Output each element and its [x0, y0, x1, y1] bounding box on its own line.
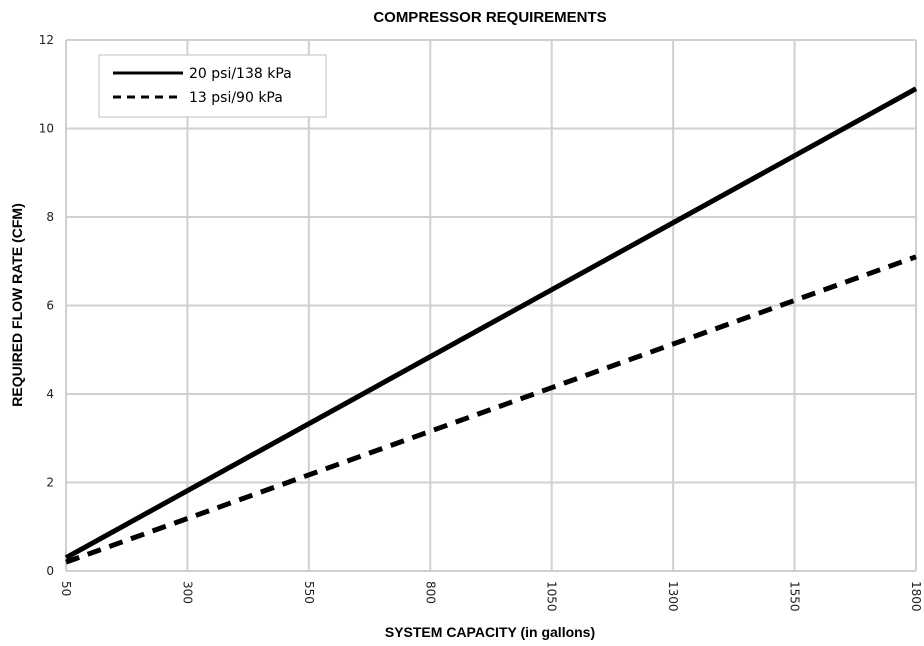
x-tick-label: 50	[59, 581, 73, 596]
legend: 20 psi/138 kPa 13 psi/90 kPa	[98, 54, 327, 118]
y-tick-label: 10	[39, 122, 54, 136]
x-tick-label: 300	[180, 581, 194, 604]
y-tick-label: 0	[46, 564, 54, 578]
x-tick-label: 1550	[788, 581, 802, 612]
legend-label-1: 20 psi/138 kPa	[189, 66, 292, 82]
legend-box	[98, 54, 327, 118]
series-layer	[64, 86, 918, 565]
y-axis-label: REQUIRED FLOW RATE (CFM)	[9, 203, 25, 407]
x-tick-label: 800	[423, 581, 437, 604]
chart-title: COMPRESSOR REQUIREMENTS	[373, 9, 606, 26]
x-tick-label: 1050	[545, 581, 559, 612]
y-tick-labels: 0 2 4 6 8 10 12	[39, 33, 54, 578]
y-tick-label: 6	[46, 299, 54, 313]
series-line-1	[64, 86, 918, 560]
y-tick-label: 12	[39, 33, 54, 47]
x-tick-label: 1800	[909, 581, 923, 612]
x-tick-label: 1300	[666, 581, 680, 612]
series-line-2	[65, 254, 917, 565]
x-tick-label: 550	[302, 581, 316, 604]
y-tick-label: 2	[46, 476, 54, 490]
legend-label-2: 13 psi/90 kPa	[189, 90, 283, 106]
x-tick-labels: 50 300 550 800 1050 1300 1550 1800	[59, 581, 923, 612]
y-tick-label: 8	[46, 210, 54, 224]
x-axis-label: SYSTEM CAPACITY (in gallons)	[385, 624, 595, 640]
y-tick-label: 4	[46, 387, 54, 401]
grid-lines	[65, 39, 917, 572]
